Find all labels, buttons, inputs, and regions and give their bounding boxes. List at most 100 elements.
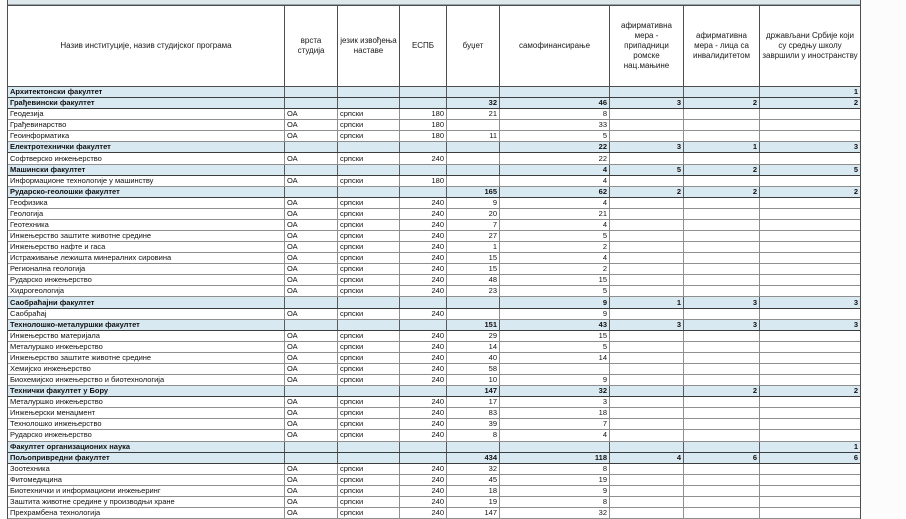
cell-j: српски [338,330,400,341]
cell-d [760,331,860,341]
cell-i [684,496,760,507]
cell-b: 48 [447,275,500,286]
cell-j: српски [338,352,400,363]
cell-b [447,441,500,452]
cell-e: 240 [400,408,447,419]
faculty-section-row: Архитектонски факултет 1 [8,87,860,99]
cell-b: 17 [447,397,500,408]
cell-s: 19 [500,474,610,485]
cell-i [684,375,760,386]
cell-e [400,441,447,452]
cell-j: српски [338,397,400,408]
cell-e: 240 [400,375,447,386]
faculty-section-row: Саобраћајни факултет 9 1 3 3 [8,297,860,309]
cell-e [400,319,447,330]
cell-j [338,164,400,175]
cell-e: 180 [400,120,447,131]
cell-n: Прехрамбена технологија [8,507,285,519]
cell-n: Геоинформатика [8,131,285,142]
cell-s: 3 [500,397,610,408]
cell-s: 62 [500,186,610,197]
cell-j: српски [338,463,400,474]
cell-s [500,87,610,98]
cell-n: Геодезија [8,109,285,120]
cell-b: 39 [447,419,500,430]
cell-n: Информационе технологије у машинству [8,175,285,186]
cell-n: Инжењерски менаџмент [8,408,285,419]
cell-s: 5 [500,231,610,242]
header-cell-j: језик извођења наставе [338,6,400,86]
cell-s: 4 [500,197,610,208]
cell-j: српски [338,208,400,219]
cell-e: 240 [400,474,447,485]
cell-e: 240 [400,286,447,297]
cell-r [610,175,684,186]
cell-n: Технолошко-металуршки факултет [8,319,285,330]
cell-d [760,264,860,274]
cell-i [684,109,760,120]
cell-v [285,164,338,175]
header-cell-d: држављани Србије који су средњу школу за… [762,31,858,60]
cell-i: 6 [684,452,760,463]
cell-b: 32 [447,463,500,474]
cell-r: 3 [610,98,684,109]
study-program-row: Биохемијско инжењерство и биотехнологија… [8,375,860,387]
cell-e [400,297,447,308]
cell-b: 11 [447,131,500,142]
cell-j [338,319,400,330]
faculty-section-row: Технички факултет у Бору 147 32 2 2 [8,386,860,398]
cell-d: 3 [853,142,858,152]
cell-v: ОА [285,474,338,485]
partial-row-above-header [8,0,860,5]
cell-s: 4 [500,253,610,264]
cell-n: Инжењерство заштите животне средине [8,231,285,242]
table-body: Архитектонски факултет 1 Грађевински факул… [8,87,860,519]
cell-s: 32 [500,386,610,397]
cell-b [447,308,500,319]
cell-v: ОА [285,208,338,219]
study-program-row: Хидрогеологија ОА српски 240 23 5 [8,286,860,298]
cell-d: 6 [853,452,858,462]
cell-v: ОА [285,430,338,441]
cell-i [684,120,760,131]
cell-r [610,308,684,319]
faculty-section-row: Машински факултет 4 5 2 5 [8,164,860,176]
cell-j: српски [338,120,400,131]
cell-d [760,242,860,252]
cell-n: Биохемијско инжењерство и биотехнологија [8,375,285,386]
cell-v [285,386,338,397]
cell-i [684,87,760,98]
cell-e: 240 [400,363,447,375]
cell-e: 240 [400,463,447,474]
cell-d [760,486,860,496]
cell-v: ОА [285,485,338,496]
study-program-row: Геотехника ОА српски 240 7 4 [8,219,860,232]
cell-j: српски [338,363,400,375]
cell-i: 2 [684,186,760,197]
cell-r [610,264,684,275]
cell-n: Технолошко инжењерство [8,419,285,430]
faculty-section-row: Грађевински факултет 32 46 3 2 2 [8,98,860,110]
cell-e [400,164,447,175]
header-cell-b: буџет [447,6,500,86]
cell-d: 1 [853,87,858,97]
cell-b: 165 [447,186,500,197]
cell-n: Геофизика [8,197,285,208]
cell-d [760,475,860,485]
cell-r: 2 [610,186,684,197]
cell-d [760,353,860,363]
cell-d: 2 [853,386,858,396]
cell-v [285,87,338,98]
cell-v: ОА [285,397,338,408]
cell-n: Инжењерство заштите животне средине [8,352,285,363]
cell-n: Биотехнички и информациони инжењеринг [8,485,285,496]
cell-d [760,419,860,429]
cell-d: 1 [853,441,858,451]
cell-i [684,363,760,375]
cell-v: ОА [285,264,338,275]
study-program-row: Геодезија ОА српски 180 21 8 [8,109,860,121]
cell-e: 240 [400,308,447,319]
cell-i [684,264,760,275]
cell-n: Грађевинарство [8,120,285,131]
cell-i [684,131,760,142]
